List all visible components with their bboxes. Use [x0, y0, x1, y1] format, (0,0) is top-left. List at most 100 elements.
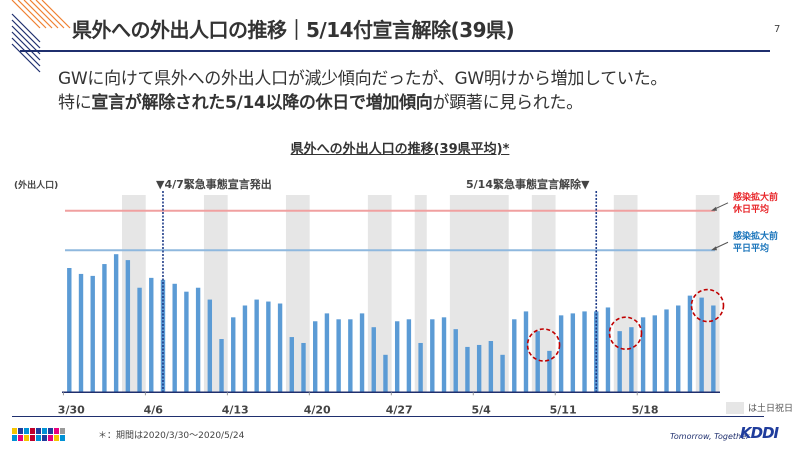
orange-stripe [35, 0, 65, 29]
x-tick-label: 4/13 [222, 403, 249, 416]
bar-chart: 3/30 4/6 4/13 4/20 4/27 5/4 5/11 5/18 [58, 191, 729, 416]
bar [359, 313, 365, 393]
bar [629, 327, 634, 393]
kddi-logo: KDDI [740, 424, 779, 442]
bar [195, 287, 201, 393]
holiday-band [543, 195, 556, 393]
bar [301, 342, 306, 393]
holiday-band [285, 195, 298, 393]
bar [313, 321, 318, 393]
bar [711, 305, 716, 393]
color-squares-logo [12, 428, 65, 441]
orange-stripe [23, 0, 53, 29]
logo-square [12, 435, 17, 441]
bar [699, 297, 704, 393]
holiday-band [297, 195, 310, 393]
logo-square [30, 428, 35, 434]
holiday-band [707, 195, 720, 393]
bar [78, 273, 84, 393]
bar [336, 319, 341, 393]
orange-stripe [29, 0, 59, 29]
bar [582, 311, 587, 393]
bar [383, 354, 388, 393]
reference-label-weekday-avg: 感染拡大前 平日平均 [733, 231, 778, 255]
holiday-band [379, 195, 392, 393]
logo-square [60, 435, 65, 441]
bar [406, 319, 412, 393]
bar [476, 344, 482, 393]
holiday-band [485, 195, 498, 393]
x-tick-label: 4/20 [304, 403, 331, 416]
holiday-band [496, 195, 509, 393]
logo-square [24, 428, 29, 434]
bar [500, 354, 505, 393]
logo-square [42, 435, 47, 441]
bar [207, 299, 213, 393]
corner-stripes-decoration [11, 0, 71, 73]
bar [418, 342, 423, 393]
logo-square [12, 428, 17, 434]
title-divider [20, 50, 770, 52]
lead-text-emphasis: 宣言が解除された5/14以降の休日で増加傾向 [91, 93, 433, 113]
reference-arrowhead [711, 246, 717, 251]
navy-stripe [11, 13, 41, 43]
holiday-band [203, 195, 216, 393]
bar [605, 307, 611, 393]
x-tick-label: 5/11 [550, 403, 577, 416]
bar [348, 319, 353, 393]
bar [371, 327, 376, 393]
logo-square [18, 435, 23, 441]
x-tick-label: 4/6 [144, 403, 164, 416]
bar [184, 291, 189, 393]
logo-square [42, 428, 47, 434]
navy-stripe [11, 31, 41, 61]
bar [102, 264, 107, 393]
holiday-band [695, 195, 708, 393]
navy-stripe [11, 19, 41, 49]
x-tick-label: 3/30 [58, 403, 85, 416]
bar [430, 319, 435, 393]
bar [512, 319, 517, 393]
reference-label-line: 感染拡大前 [733, 232, 779, 242]
bar [664, 309, 669, 393]
event-label-lifted: 5/14緊急事態宣言解除▼ [466, 178, 590, 191]
bar [277, 303, 283, 393]
bar [254, 299, 259, 393]
footnote: ＊：期間は2020/3/30～2020/5/24 [98, 431, 245, 441]
page-title: 県外への外出人口の推移｜5/14付宣言解除(39県) [72, 18, 515, 42]
bar [687, 295, 693, 393]
bar [547, 350, 552, 393]
navy-stripe [11, 37, 41, 67]
bar [617, 331, 622, 393]
brand-tagline: Tomorrow, Together [670, 432, 750, 441]
holiday-band [414, 195, 427, 393]
x-tick-label: 4/27 [386, 403, 413, 416]
holiday-band [215, 195, 228, 393]
bar [640, 317, 646, 393]
holiday-band [531, 195, 544, 393]
bar [149, 277, 154, 393]
orange-stripe [11, 0, 41, 29]
bar [324, 313, 330, 393]
logo-square [48, 435, 53, 441]
chart-title-text: 県外への外出人口の推移(39県平均)* [290, 142, 510, 157]
navy-stripe [11, 25, 41, 55]
logo-square [54, 428, 59, 434]
holiday-band [473, 195, 486, 393]
bar [67, 268, 72, 393]
bar [652, 315, 657, 393]
lead-text-line-1: GWに向けて県外への外出人口が減少傾向だったが、GW明けから増加していた。 [58, 69, 668, 89]
footer-divider [12, 416, 764, 417]
chart-legend: は土日祝日 [726, 401, 793, 414]
orange-stripe [41, 0, 71, 29]
bar [535, 331, 540, 393]
y-axis-label: (外出人口) [14, 181, 59, 191]
bar [488, 341, 494, 393]
bar [172, 283, 177, 393]
holiday-band [367, 195, 380, 393]
bar [594, 311, 599, 393]
highlight-circle [526, 328, 561, 362]
bar [113, 254, 119, 393]
holiday-band [613, 195, 626, 393]
